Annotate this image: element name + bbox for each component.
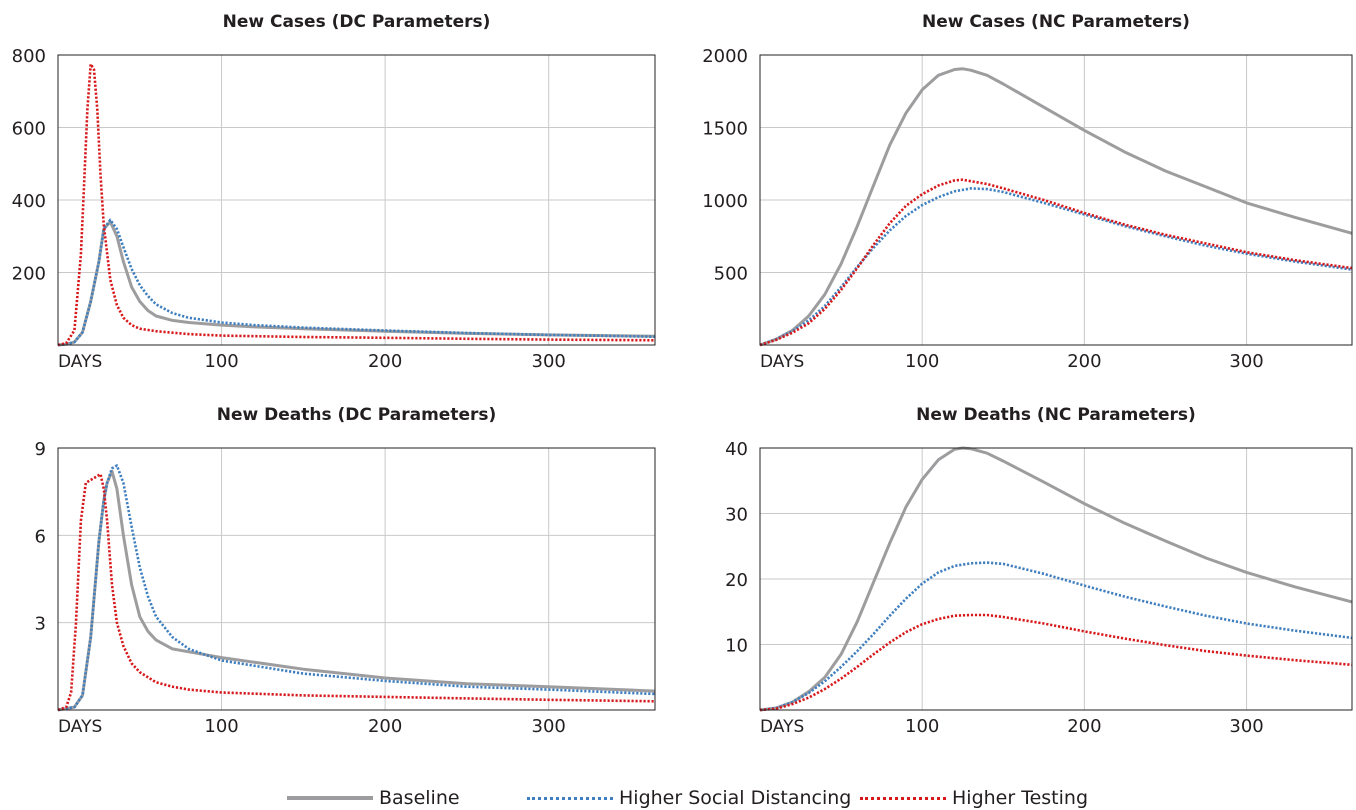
legend-swatch-higher-testing bbox=[860, 796, 946, 800]
chart-legend: Baseline Higher Social Distancing Higher… bbox=[0, 786, 1356, 810]
y-tick-label: 40 bbox=[725, 439, 748, 460]
x-tick-label: 200 bbox=[368, 351, 402, 372]
chart-svg: New Deaths (NC Parameters) 10 20 30 40 100 200… bbox=[725, 405, 1353, 737]
series-line-higher-social-distancing bbox=[759, 561, 1353, 712]
series-line-higher-social-distancing bbox=[57, 464, 656, 712]
plot-frame bbox=[759, 54, 1353, 346]
y-tick-label: 1000 bbox=[702, 191, 748, 212]
series-line-higher-social-distancing bbox=[759, 187, 1353, 347]
x-tick-label: 300 bbox=[1229, 351, 1263, 372]
x-tick-label: 300 bbox=[532, 351, 566, 372]
series-line-baseline bbox=[759, 446, 1353, 712]
legend-swatch-baseline bbox=[287, 796, 373, 800]
plot-frame bbox=[57, 54, 656, 346]
x-tick-label: 100 bbox=[204, 716, 238, 737]
series-line-higher-testing bbox=[57, 62, 656, 347]
y-tick-label: 10 bbox=[725, 636, 748, 657]
plot-frame bbox=[759, 447, 1353, 711]
x-tick-label: 100 bbox=[204, 351, 238, 372]
legend-swatch-higher-social-distancing bbox=[527, 796, 613, 800]
chart-new-cases-dc: New Cases (DC Parameters) 200 400 600 800 100… bbox=[0, 0, 678, 390]
chart-svg: New Cases (NC Parameters) 500 1000 1500 2000… bbox=[702, 12, 1353, 372]
plot-frame bbox=[57, 447, 656, 711]
legend-item-higher-social-distancing: Higher Social Distancing bbox=[527, 786, 851, 810]
x-tick-label: 100 bbox=[905, 351, 939, 372]
legend-label-baseline: Baseline bbox=[379, 787, 460, 809]
y-tick-label: 600 bbox=[12, 119, 46, 140]
x-tick-label: 200 bbox=[1067, 716, 1101, 737]
y-tick-label: 9 bbox=[35, 439, 46, 460]
series-line-higher-testing bbox=[57, 472, 656, 712]
x-axis-label: DAYS bbox=[58, 352, 102, 372]
series-line-baseline bbox=[57, 220, 656, 347]
y-tick-label: 400 bbox=[12, 191, 46, 212]
y-tick-label: 3 bbox=[35, 614, 46, 635]
legend-label-higher-testing: Higher Testing bbox=[952, 787, 1089, 809]
chart-new-deaths-dc: New Deaths (DC Parameters) 3 6 9 100 200 300 DA… bbox=[0, 388, 678, 778]
y-tick-label: 6 bbox=[35, 526, 46, 547]
x-tick-label: 300 bbox=[1229, 716, 1263, 737]
x-axis-label: DAYS bbox=[760, 352, 804, 372]
series-line-higher-testing bbox=[759, 613, 1353, 712]
y-tick-label: 800 bbox=[12, 46, 46, 67]
series-line-higher-social-distancing bbox=[57, 218, 656, 347]
x-tick-label: 300 bbox=[532, 716, 566, 737]
series-line-baseline bbox=[57, 469, 656, 712]
chart-title: New Cases (NC Parameters) bbox=[922, 12, 1190, 32]
y-tick-label: 1500 bbox=[702, 119, 748, 140]
series-line-higher-testing bbox=[759, 178, 1353, 347]
chart-svg: New Deaths (DC Parameters) 3 6 9 100 200 300 DA… bbox=[35, 405, 656, 737]
x-tick-label: 200 bbox=[1067, 351, 1101, 372]
chart-svg: New Cases (DC Parameters) 200 400 600 800 100… bbox=[12, 12, 656, 372]
legend-label-higher-social-distancing: Higher Social Distancing bbox=[619, 787, 852, 809]
chart-new-cases-nc: New Cases (NC Parameters) 500 1000 1500 2000… bbox=[678, 0, 1356, 390]
chart-new-deaths-nc: New Deaths (NC Parameters) 10 20 30 40 100 200… bbox=[678, 388, 1356, 778]
y-tick-label: 200 bbox=[12, 264, 46, 285]
x-axis-label: DAYS bbox=[58, 717, 102, 737]
y-tick-label: 20 bbox=[725, 570, 748, 591]
chart-title: New Cases (DC Parameters) bbox=[223, 12, 491, 32]
chart-title: New Deaths (NC Parameters) bbox=[916, 405, 1196, 425]
legend-item-baseline: Baseline bbox=[287, 786, 460, 810]
legend-item-higher-testing: Higher Testing bbox=[860, 786, 1088, 810]
x-axis-label: DAYS bbox=[760, 717, 804, 737]
x-tick-label: 200 bbox=[368, 716, 402, 737]
y-tick-label: 500 bbox=[714, 264, 748, 285]
x-tick-label: 100 bbox=[905, 716, 939, 737]
y-tick-label: 2000 bbox=[702, 46, 748, 67]
chart-title: New Deaths (DC Parameters) bbox=[217, 405, 497, 425]
y-tick-label: 30 bbox=[725, 505, 748, 526]
series-line-baseline bbox=[759, 67, 1353, 347]
